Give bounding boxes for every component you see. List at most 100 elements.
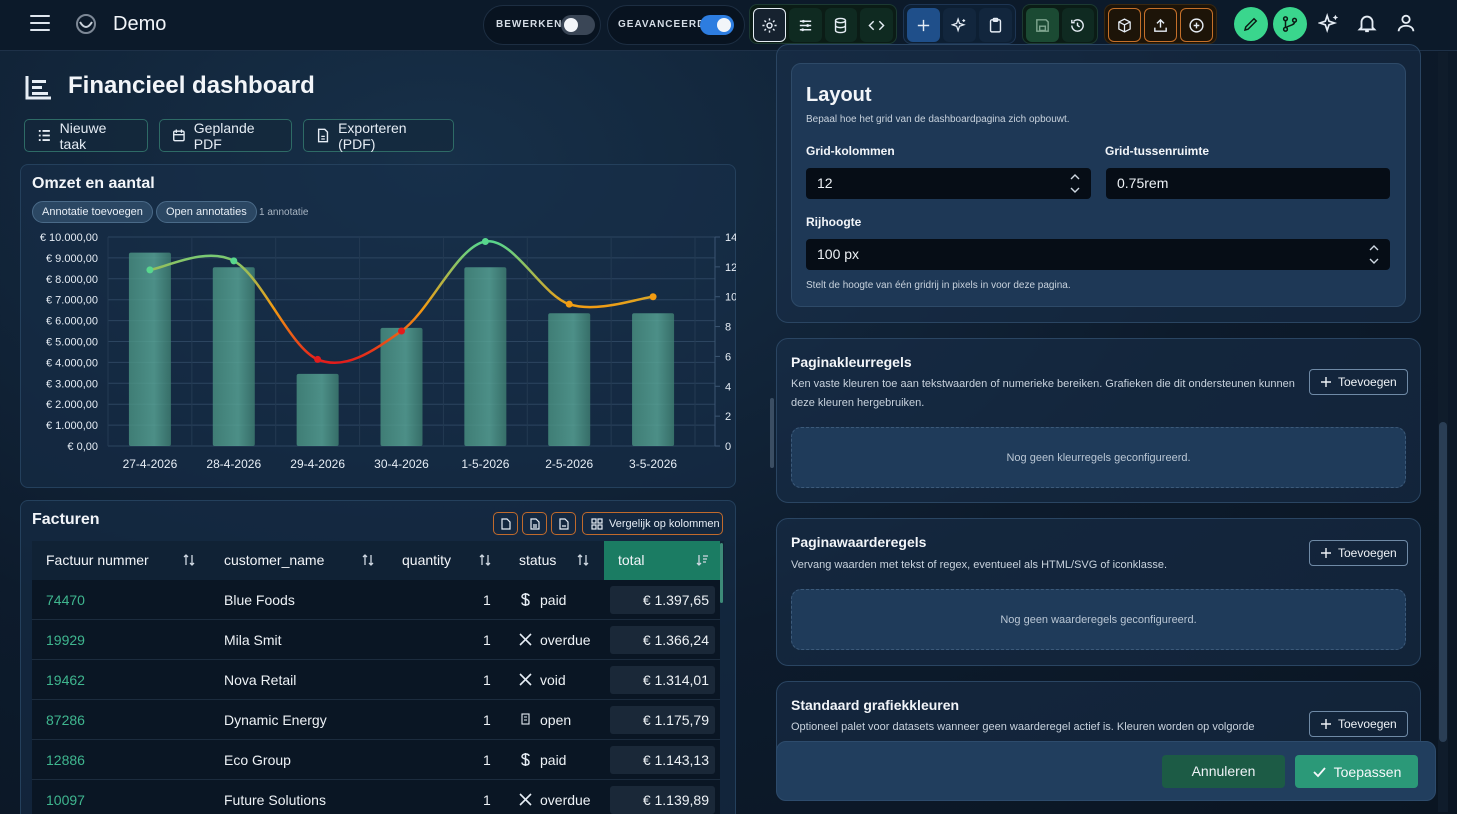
table-scrollbar[interactable]: [720, 543, 723, 603]
add-color-rule-button[interactable]: Toevoegen: [1309, 369, 1408, 395]
table-row[interactable]: 12886 Eco Group 1 paid € 1.143,13: [32, 740, 720, 780]
x-icon: [519, 673, 532, 686]
save-button[interactable]: [1026, 8, 1059, 42]
cancel-button[interactable]: Annuleren: [1162, 755, 1285, 788]
sort-icon[interactable]: [182, 553, 196, 567]
branch-button[interactable]: [1273, 7, 1307, 41]
filters-button[interactable]: [788, 8, 822, 42]
settings-gear-button[interactable]: [753, 8, 786, 42]
invoice-number[interactable]: 19929: [46, 632, 85, 648]
col-header-invoice-number[interactable]: Factuur nummer: [46, 552, 149, 568]
compare-columns-button[interactable]: Vergelijk op kolommen: [582, 512, 723, 535]
export-pdf-table-button[interactable]: [551, 512, 576, 535]
add-value-rule-button[interactable]: Toevoegen: [1309, 540, 1408, 566]
code-button[interactable]: [860, 8, 894, 42]
y-right-tick-label: 6: [725, 351, 731, 363]
invoice-number[interactable]: 74470: [46, 592, 85, 608]
page-scrollbar-thumb[interactable]: [1439, 422, 1447, 742]
col-header-total[interactable]: total: [618, 552, 645, 568]
table-row[interactable]: 19462 Nova Retail 1 void € 1.314,01: [32, 660, 720, 700]
export-excel-button[interactable]: [522, 512, 547, 535]
stepper-icon[interactable]: [1069, 171, 1081, 196]
package-button[interactable]: [1108, 8, 1141, 42]
open-annotations-button[interactable]: Open annotaties: [156, 201, 257, 223]
sort-icon[interactable]: [361, 553, 375, 567]
invoice-number[interactable]: 19462: [46, 672, 85, 688]
gear-icon: [762, 17, 777, 33]
y-left-tick-label: € 7.000,00: [46, 295, 98, 307]
toolbar-group-export: [1104, 4, 1217, 44]
edit-pencil-button[interactable]: [1234, 7, 1268, 41]
table-row[interactable]: 74470 Blue Foods 1 paid € 1.397,65: [32, 580, 720, 620]
grid-gap-input[interactable]: 0.75rem: [1106, 168, 1390, 199]
line-point: [146, 266, 154, 274]
bell-icon[interactable]: [1356, 12, 1378, 34]
sort-icon[interactable]: [478, 553, 492, 567]
bar: [548, 313, 591, 446]
y-left-tick-label: € 4.000,00: [46, 357, 98, 369]
total: € 1.175,79: [610, 706, 715, 734]
table-header: Factuur nummer customer_name quantity st…: [32, 541, 724, 580]
database-button[interactable]: [824, 8, 858, 42]
ai-sparkle-button[interactable]: [943, 8, 976, 42]
status: paid: [540, 752, 567, 768]
user-icon[interactable]: [1395, 12, 1417, 34]
menu-icon[interactable]: [30, 15, 50, 33]
export-pdf-button[interactable]: Exporteren (PDF): [303, 119, 454, 152]
bar: [128, 252, 171, 446]
ai-stars-icon[interactable]: [1318, 12, 1340, 34]
x-tick-label: 2-5-2026: [545, 457, 593, 471]
total: € 1.143,13: [610, 746, 715, 774]
layout-description: Bepaal hoe het grid van de dashboardpagi…: [806, 114, 1070, 125]
advanced-toggle-switch[interactable]: [700, 15, 734, 35]
invoice-number[interactable]: 87286: [46, 712, 85, 728]
export-file-button[interactable]: [493, 512, 518, 535]
grid-columns-input[interactable]: 12: [806, 168, 1091, 199]
customer-name: Nova Retail: [224, 672, 297, 688]
table-row[interactable]: 10097 Future Solutions 1 overdue € 1.139,89: [32, 780, 720, 814]
add-circle-button[interactable]: [1180, 8, 1213, 42]
stepper-icon[interactable]: [1368, 242, 1380, 267]
upload-button[interactable]: [1144, 8, 1177, 42]
x-tick-label: 3-5-2026: [629, 457, 677, 471]
invoice-number[interactable]: 10097: [46, 792, 85, 808]
history-icon: [1071, 18, 1085, 32]
page-scrollbar-track[interactable]: [1438, 52, 1448, 812]
sort-desc-icon[interactable]: [695, 553, 709, 567]
add-chart-color-button[interactable]: Toevoegen: [1309, 711, 1408, 737]
clipboard-button[interactable]: [979, 8, 1012, 42]
invoices-title: Facturen: [32, 511, 100, 528]
add-widget-button[interactable]: [907, 8, 940, 42]
history-button[interactable]: [1061, 8, 1094, 42]
invoice-number[interactable]: 12886: [46, 752, 85, 768]
panel-splitter-handle[interactable]: [770, 398, 774, 468]
pencil-icon: [1243, 17, 1258, 32]
apply-button[interactable]: Toepassen: [1295, 755, 1418, 788]
grid-columns-label: Grid-kolommen: [806, 144, 895, 158]
advanced-toggle-label: GEAVANCEERD: [618, 19, 706, 30]
row-height-help: Stelt de hoogte van één gridrij in pixel…: [806, 280, 1071, 291]
value-rules-title: Paginawaarderegels: [791, 534, 927, 550]
edit-toggle-switch[interactable]: [561, 15, 595, 35]
quantity: 1: [483, 632, 491, 648]
customer-name: Future Solutions: [224, 792, 326, 808]
top-bar: Demo BEWERKEN GEAVANCEERD: [0, 0, 1457, 51]
table-row[interactable]: 87286 Dynamic Energy 1 open € 1.175,79: [32, 700, 720, 740]
row-height-input[interactable]: 100 px: [806, 239, 1390, 270]
table-row[interactable]: 19929 Mila Smit 1 overdue € 1.366,24: [32, 620, 720, 660]
grid-gap-label: Grid-tussenruimte: [1105, 144, 1210, 158]
new-task-button[interactable]: Nieuwe taak: [24, 119, 148, 152]
dollar-icon: [521, 753, 530, 766]
file-pdf-icon: [558, 517, 569, 530]
list-icon: [38, 129, 50, 142]
col-header-quantity[interactable]: quantity: [402, 552, 452, 568]
sort-icon[interactable]: [576, 553, 590, 567]
col-header-customer[interactable]: customer_name: [224, 552, 325, 568]
row-height-label: Rijhoogte: [806, 215, 862, 229]
add-annotation-button[interactable]: Annotatie toevoegen: [32, 201, 153, 223]
col-header-status[interactable]: status: [519, 552, 557, 568]
scheduled-pdf-button[interactable]: Geplande PDF: [159, 119, 292, 152]
file-icon: [500, 517, 511, 530]
total: € 1.366,24: [610, 626, 715, 654]
sparkle-icon: [951, 16, 966, 32]
